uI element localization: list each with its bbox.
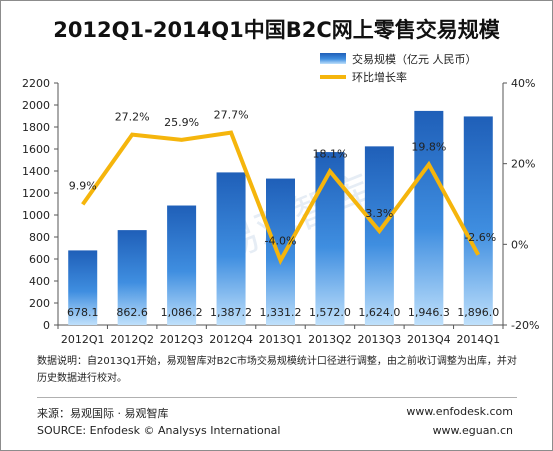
right-tick-label: 0% <box>511 238 528 251</box>
bar <box>266 178 295 325</box>
data-note: 数据说明：自2013Q1开始，易观智库对B2C市场交易规模统计口径进行调整，由之… <box>37 356 517 384</box>
bar <box>167 205 197 325</box>
line-value-label: 27.7% <box>214 109 249 122</box>
bar-value-label: 1,387.2 <box>210 306 252 319</box>
line-value-label: 19.8% <box>411 140 446 153</box>
line-value-label: 9.9% <box>69 179 97 192</box>
source-en: SOURCE: Enfodesk © Analysys Internationa… <box>37 424 281 437</box>
legend-bar-label: 交易规模（亿元 人民币） <box>352 52 477 66</box>
legend-bar-swatch <box>320 53 346 64</box>
left-tick-label: 1000 <box>22 209 50 222</box>
line-value-label: 3.3% <box>365 207 393 220</box>
x-tick-label: 2012Q3 <box>160 333 204 346</box>
line-value-label: 25.9% <box>164 116 199 129</box>
site-link-enfodesk[interactable]: www.enfodesk.com <box>406 405 513 418</box>
bar-value-label: 862.6 <box>116 306 148 319</box>
bar <box>216 172 246 325</box>
bar <box>315 152 345 325</box>
bar-value-label: 1,331.2 <box>260 306 302 319</box>
left-tick-label: 2200 <box>22 77 50 90</box>
line-value-label: -4.0% <box>265 234 297 247</box>
left-tick-label: 1400 <box>22 165 50 178</box>
x-tick-label: 2012Q1 <box>61 333 105 346</box>
growth-rate-line <box>81 130 481 266</box>
bar-value-label: 1,624.0 <box>358 306 400 319</box>
left-tick-label: 1800 <box>22 121 50 134</box>
left-tick-label: 1600 <box>22 143 50 156</box>
bar-value-label: 1,572.0 <box>309 306 351 319</box>
bar-value-label: 1,946.3 <box>408 306 450 319</box>
chart-title: 2012Q1-2014Q1中国B2C网上零售交易规模 <box>53 18 500 42</box>
legend-line-label: 环比增长率 <box>352 70 407 84</box>
bar-value-label: 1,086.2 <box>161 306 203 319</box>
left-tick-label: 0 <box>43 319 50 332</box>
bar <box>414 110 444 325</box>
x-tick-label: 2014Q1 <box>456 333 500 346</box>
x-tick-label: 2013Q3 <box>358 333 402 346</box>
left-tick-label: 2000 <box>22 99 50 112</box>
bar <box>364 146 394 325</box>
left-tick-label: 400 <box>29 275 50 288</box>
line-value-label: 18.1% <box>312 147 347 160</box>
bar <box>68 250 98 325</box>
x-tick-label: 2013Q1 <box>259 333 303 346</box>
bar <box>117 230 147 325</box>
left-tick-label: 600 <box>29 253 50 266</box>
x-tick-label: 2012Q2 <box>110 333 154 346</box>
bar-value-label: 678.1 <box>67 306 99 319</box>
bar <box>463 116 493 325</box>
bar-value-label: 1,896.0 <box>457 306 499 319</box>
line-value-label: -2.6% <box>464 231 496 244</box>
left-tick-label: 1200 <box>22 187 50 200</box>
right-tick-label: 20% <box>511 158 535 171</box>
right-tick-label: 40% <box>511 77 535 90</box>
site-link-eguan[interactable]: www.eguan.cn <box>432 424 513 437</box>
left-tick-label: 200 <box>29 297 50 310</box>
footer-divider <box>37 397 517 398</box>
left-tick-label: 800 <box>29 231 50 244</box>
x-tick-label: 2013Q4 <box>407 333 451 346</box>
x-tick-label: 2013Q2 <box>308 333 352 346</box>
source-cn: 来源：易观国际 · 易观智库 <box>37 407 169 420</box>
line-value-label: 27.2% <box>115 111 150 124</box>
right-tick-label: -20% <box>511 319 539 332</box>
x-tick-label: 2012Q4 <box>209 333 253 346</box>
